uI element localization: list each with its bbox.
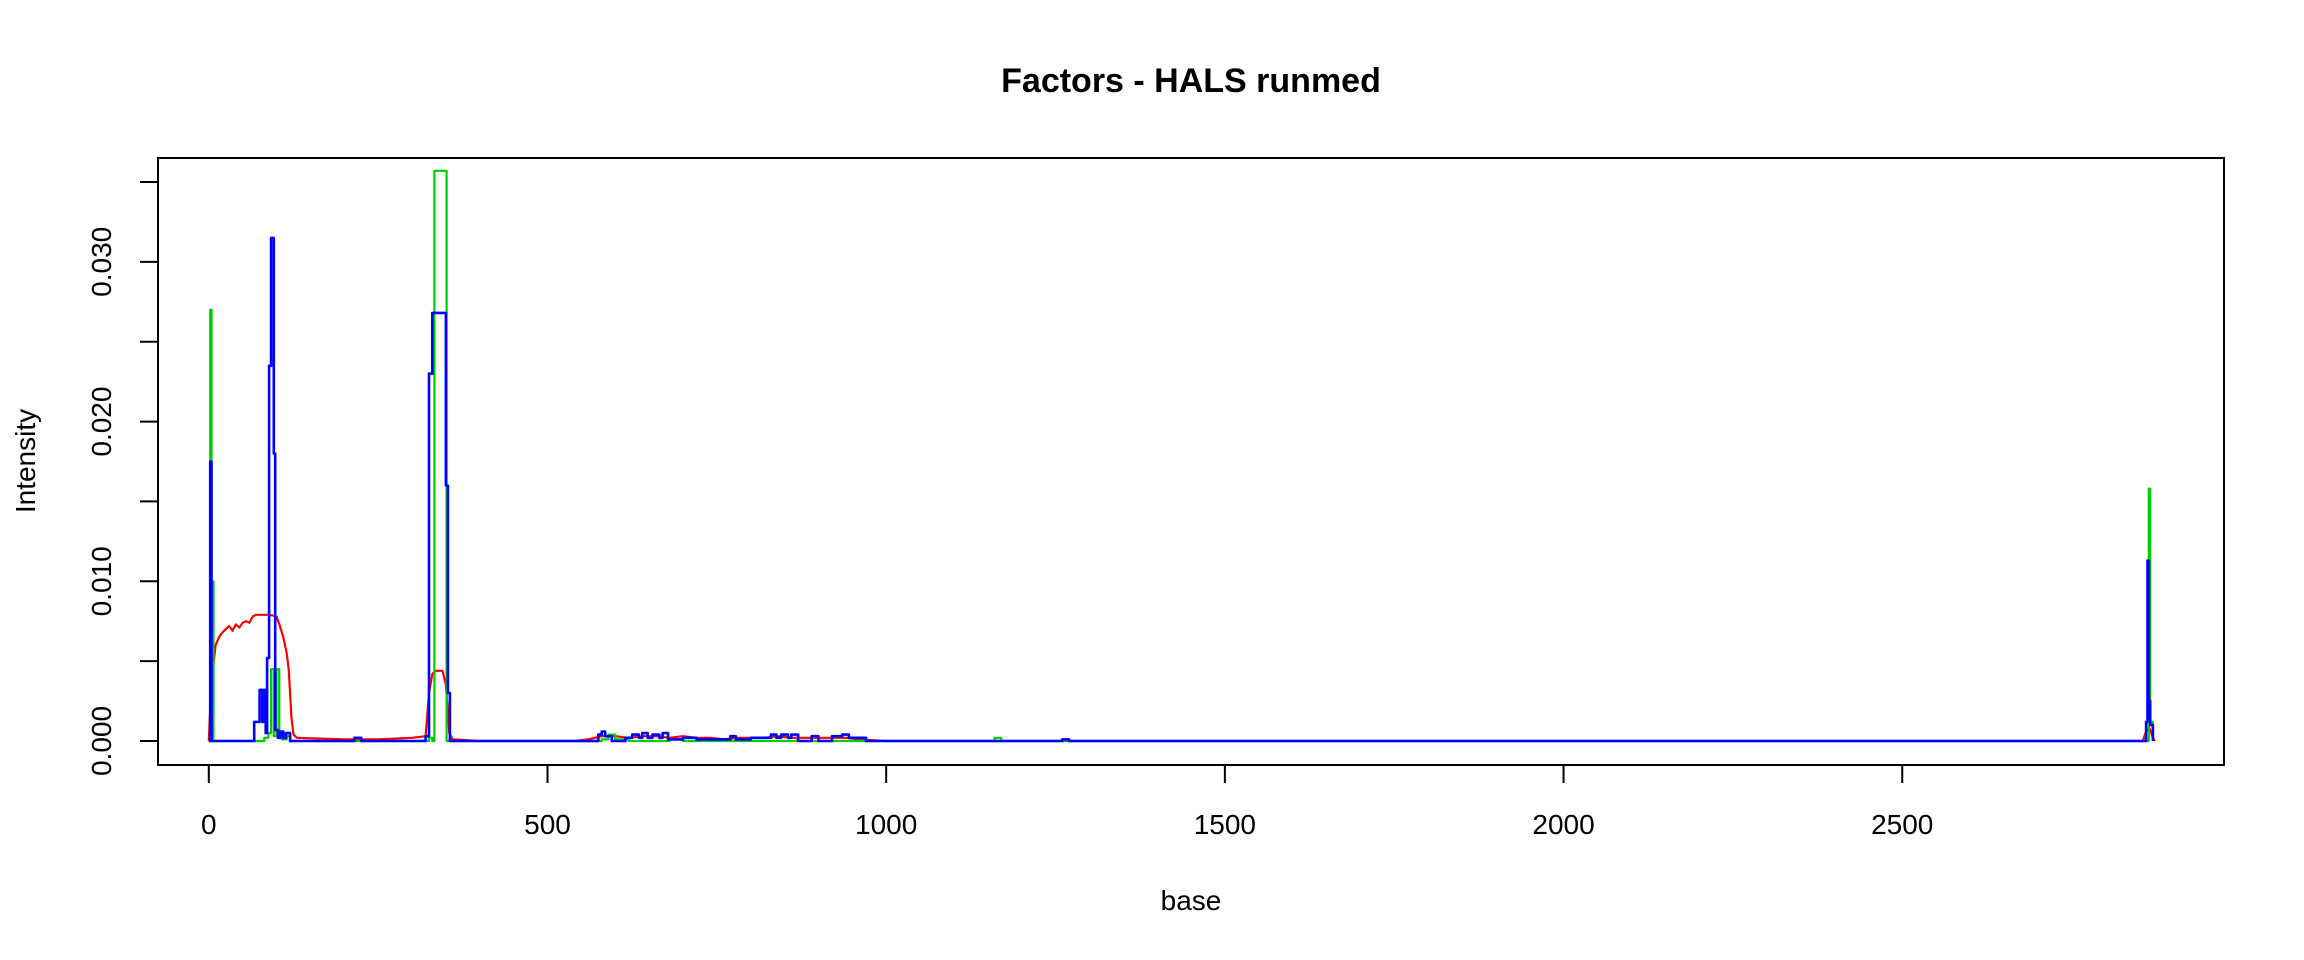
- y-tick-label: 0.010: [86, 546, 117, 616]
- series-line-2: [208, 169, 2154, 743]
- x-tick-label: 2500: [1871, 809, 1933, 840]
- y-tick-label: 0.000: [86, 706, 117, 776]
- series-layer: [207, 169, 2156, 743]
- series-line-3: [208, 236, 2155, 743]
- y-axis-label: Intensity: [10, 409, 41, 513]
- x-axis: 0 500 1000 1500 2000 2500: [201, 764, 1933, 840]
- y-tick-label: 0.020: [86, 387, 117, 457]
- y-axis: 0.000 0.010 0.020 0.030: [86, 180, 159, 776]
- series-line-1: [207, 613, 2156, 743]
- chart-title: Factors - HALS runmed: [1001, 62, 1381, 100]
- x-tick-label: 1000: [855, 809, 917, 840]
- x-tick-label: 2000: [1532, 809, 1594, 840]
- y-tick-label: 0.030: [86, 227, 117, 297]
- x-tick-label: 1500: [1194, 809, 1256, 840]
- x-axis-label: base: [1161, 885, 1222, 916]
- x-tick-label: 500: [524, 809, 571, 840]
- x-tick-label: 0: [201, 809, 217, 840]
- plot-frame: [157, 157, 2225, 766]
